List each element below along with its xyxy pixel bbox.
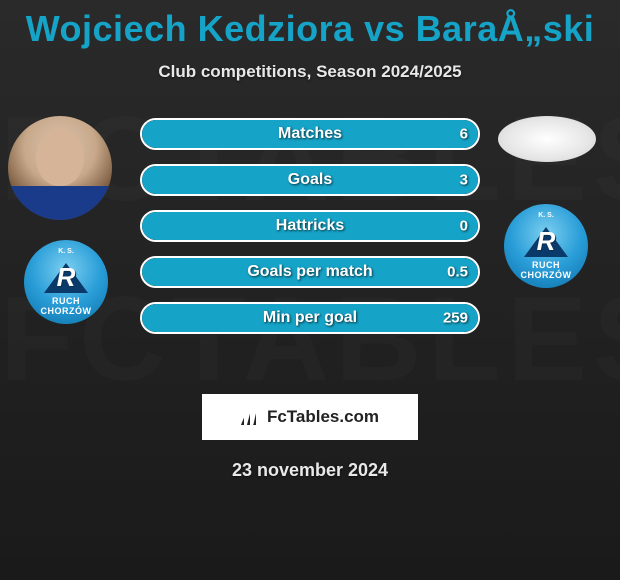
club-badge-line1: K. S. [58, 248, 74, 255]
player-left-photo [8, 116, 112, 220]
stat-right-value: 0.5 [447, 264, 468, 281]
club-badge-initial: R [537, 226, 556, 257]
stat-right-value: 6 [460, 126, 468, 143]
content-area: K. S. R RUCH CHORZÓW K. S. R RUCH CHORZÓ… [0, 116, 620, 376]
stat-bar: Hattricks 0 [140, 210, 480, 242]
stat-bars-container: Matches 6 Goals 3 Hattricks 0 Goals per match 0… [140, 118, 480, 348]
comparison-card: FCTABLES FCTABLES Wojciech Kedziora vs B… [0, 0, 620, 580]
chart-icon [241, 409, 261, 425]
stat-right-value: 259 [443, 310, 468, 327]
stat-label: Goals per match [247, 263, 372, 281]
page-title: Wojciech Kedziora vs BaraÅ„ski [0, 0, 620, 50]
stat-bar: Matches 6 [140, 118, 480, 150]
footer-date: 23 november 2024 [0, 460, 620, 481]
stat-right-value: 3 [460, 172, 468, 189]
stat-label: Min per goal [263, 309, 357, 327]
club-badge-line2: RUCH [532, 260, 560, 270]
player-left-club-badge: K. S. R RUCH CHORZÓW [24, 240, 108, 324]
stat-bar: Min per goal 259 [140, 302, 480, 334]
club-badge-line2: RUCH [52, 296, 80, 306]
stat-bar: Goals per match 0.5 [140, 256, 480, 288]
stat-right-value: 0 [460, 218, 468, 235]
club-badge-line3: CHORZÓW [521, 270, 572, 280]
player-right-column: K. S. R RUCH CHORZÓW [492, 116, 612, 288]
player-right-photo [498, 116, 596, 162]
source-logo-text: FcTables.com [267, 407, 379, 427]
club-badge-line3: CHORZÓW [41, 306, 92, 316]
player-left-column: K. S. R RUCH CHORZÓW [8, 116, 128, 324]
page-subtitle: Club competitions, Season 2024/2025 [0, 62, 620, 82]
club-badge-line1: K. S. [538, 212, 554, 219]
stat-label: Matches [278, 125, 342, 143]
club-badge-initial: R [57, 262, 76, 293]
stat-label: Goals [288, 171, 332, 189]
source-logo: FcTables.com [202, 394, 418, 440]
stat-bar: Goals 3 [140, 164, 480, 196]
player-right-club-badge: K. S. R RUCH CHORZÓW [504, 204, 588, 288]
stat-label: Hattricks [276, 217, 344, 235]
